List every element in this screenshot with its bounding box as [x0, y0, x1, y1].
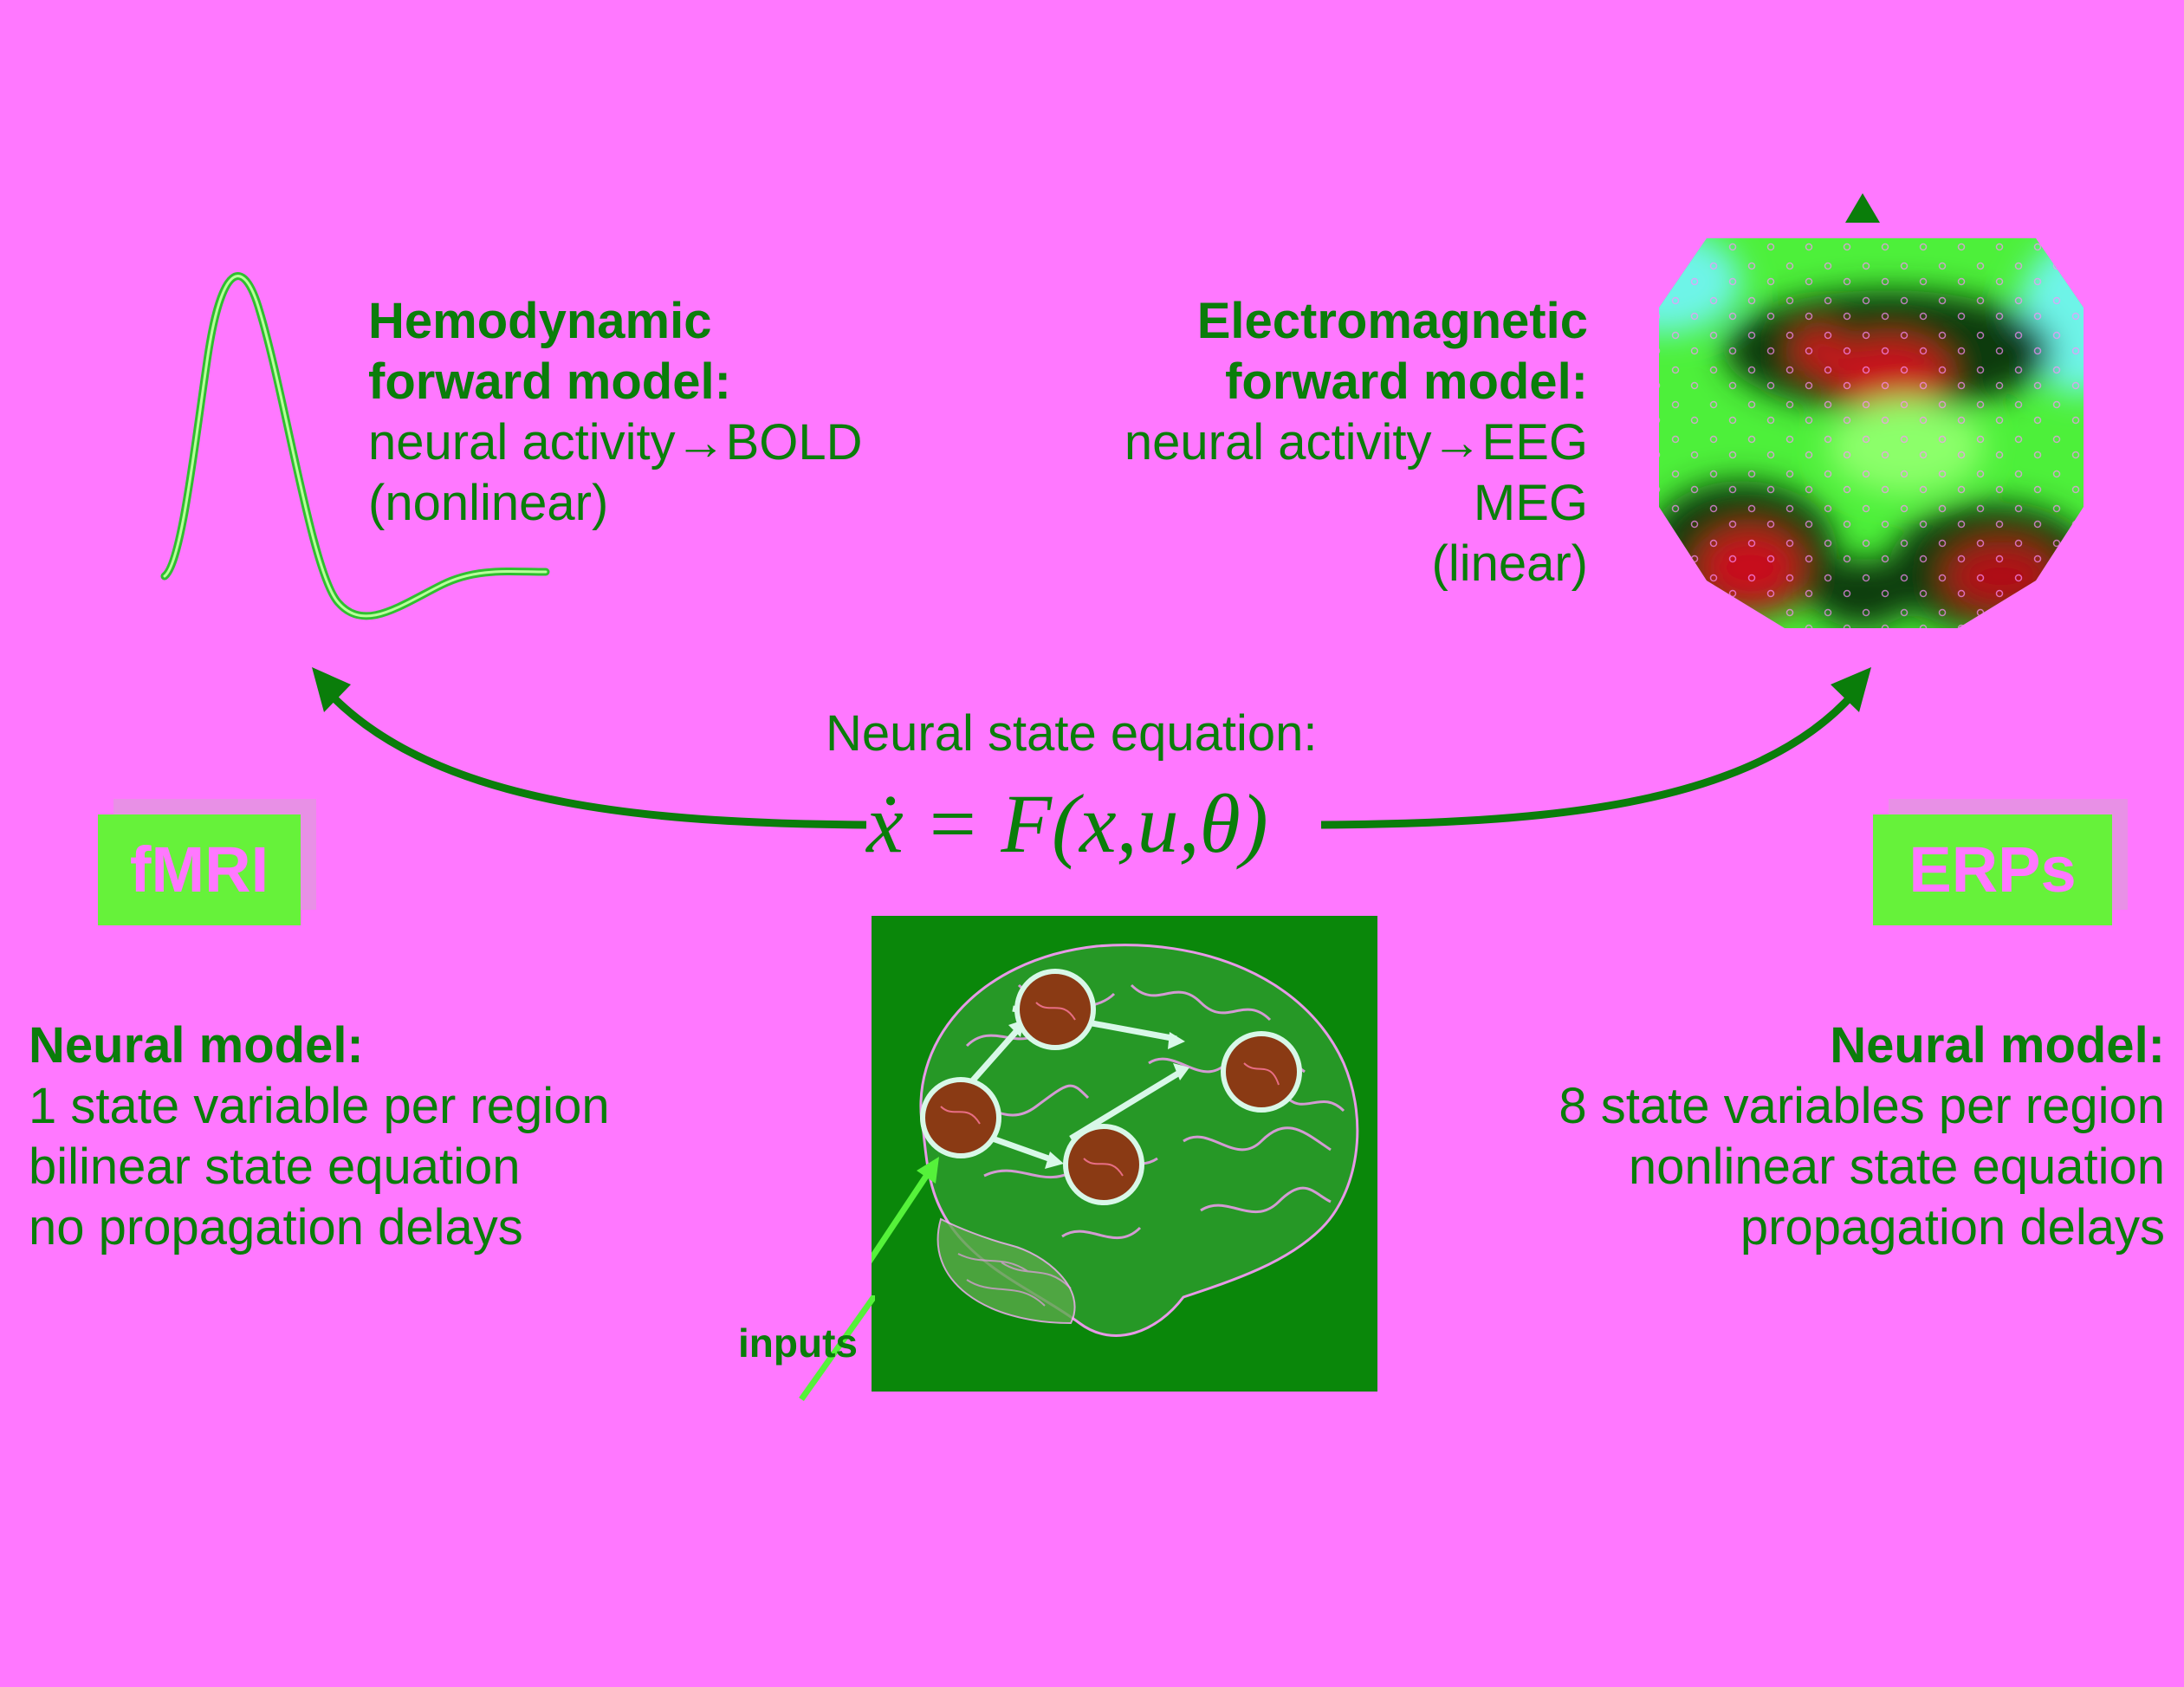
nose-marker-icon: [1845, 193, 1880, 223]
erp-neural-line-1: 8 state variables per region: [1559, 1078, 2165, 1134]
erp-neural-line-3: propagation delays: [1740, 1199, 2165, 1256]
hemodynamic-forward-model-text: Hemodynamic forward model: neural activi…: [368, 291, 863, 534]
inputs-label: inputs: [738, 1320, 858, 1366]
connection-1-2: [962, 1026, 1021, 1092]
input-arrow-head-icon: [917, 1157, 939, 1184]
input-arrow-tail: [799, 1295, 875, 1402]
arrow-to-erps: [1320, 667, 1871, 829]
erp-neural-line-2: nonlinear state equation: [1628, 1139, 2165, 1195]
electromagnetic-line-3: (linear): [1431, 535, 1589, 592]
electromagnetic-line-2: MEG: [1473, 475, 1588, 531]
neural-state-equation: ẋ = F(x,u,θ): [866, 777, 1268, 870]
fmri-neural-title: Neural model:: [29, 1017, 364, 1074]
electromagnetic-line-1: neural activity→EEG: [1124, 414, 1588, 470]
region-node-1: [920, 1077, 1001, 1158]
electromagnetic-title-line-2: forward model:: [1225, 354, 1588, 410]
fmri-neural-model-text: Neural model: 1 state variable per regio…: [29, 1015, 610, 1258]
hemodynamic-line-1: neural activity→BOLD: [368, 414, 863, 470]
electromagnetic-forward-model-text: Electromagnetic forward model: neural ac…: [1124, 291, 1588, 594]
electromagnetic-title-line-1: Electromagnetic: [1196, 293, 1588, 349]
hemodynamic-title-line-1: Hemodynamic: [368, 293, 712, 349]
fmri-neural-line-2: bilinear state equation: [29, 1139, 521, 1195]
equation-label: Neural state equation:: [826, 705, 1318, 762]
brain-network-diagram: [872, 916, 1377, 1392]
erp-neural-title: Neural model:: [1830, 1017, 2165, 1074]
erps-badge: ERPs: [1873, 814, 2112, 925]
input-arrow-line: [872, 1165, 935, 1264]
erp-neural-model-text: Neural model: 8 state variables per regi…: [1559, 1015, 2165, 1258]
fmri-neural-line-3: no propagation delays: [29, 1199, 523, 1256]
scalp-topography-map: [1659, 193, 2084, 628]
arrow-to-fmri: [312, 667, 867, 829]
region-node-3: [1221, 1031, 1302, 1113]
hemodynamic-line-2: (nonlinear): [368, 475, 609, 531]
region-node-2: [1014, 969, 1096, 1050]
cerebellum: [936, 1217, 1076, 1325]
fmri-neural-line-1: 1 state variable per region: [29, 1078, 610, 1134]
hemodynamic-title-line-2: forward model:: [368, 354, 731, 410]
fmri-badge: fMRI: [98, 814, 301, 925]
hemodynamic-response-curve: [160, 272, 550, 620]
